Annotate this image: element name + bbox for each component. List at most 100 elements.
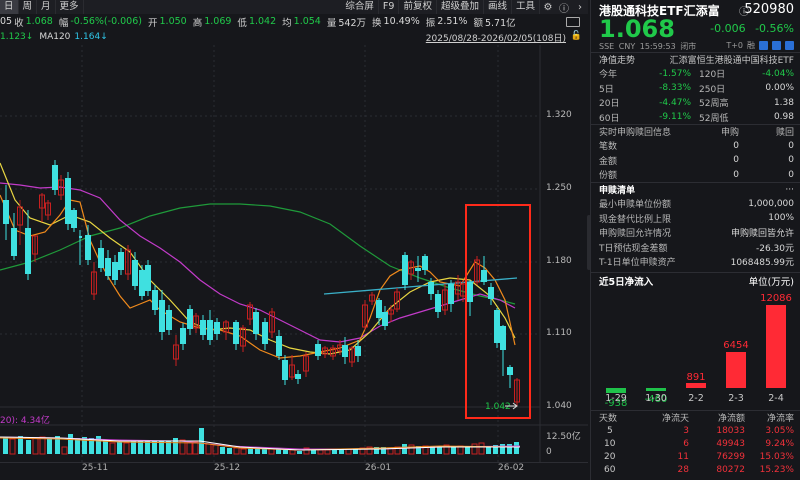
fund-name: 港股通科技ETF汇添富	[599, 4, 720, 18]
date-axis	[0, 462, 588, 480]
gear-icon[interactable]: ⚙	[543, 1, 553, 13]
price-axis-label: 1.180	[546, 256, 572, 266]
f9-button[interactable]: F9	[379, 0, 400, 14]
days-cell: 10	[604, 438, 616, 449]
nav-row: 今年 -1.57% 120日 -4.04%	[591, 67, 800, 82]
redeem-value: 0	[788, 169, 794, 180]
pcf-value: 1,000,000	[748, 198, 794, 209]
more-button[interactable]: ···	[785, 184, 794, 195]
chevron-right-icon[interactable]: ›	[578, 1, 582, 13]
volume-value: 542万	[338, 17, 367, 29]
flow-divider	[591, 272, 800, 273]
nav-period-label: 52周高	[699, 99, 729, 110]
nav-period-label: 20日	[599, 99, 620, 110]
low-value: 1.042	[248, 16, 277, 27]
table-row: 60 28 80272 15.23%	[591, 463, 800, 476]
flow-table-header: 天数 净流天 净流额 净流率	[591, 411, 800, 424]
tab-day[interactable]: 日	[0, 0, 19, 14]
composite-screen-button[interactable]: 综合屏	[341, 0, 379, 14]
nav-period-value: 1.38	[773, 97, 794, 108]
alert-icon[interactable]	[772, 41, 781, 50]
nav-fund-fullname: 汇添富恒生港股通中国科技ETF	[669, 56, 794, 67]
nav-period-value: -9.11%	[659, 112, 691, 123]
open-value: 1.050	[159, 16, 187, 27]
pcf-row: 现金替代比例上限 100%	[591, 211, 800, 226]
high-label: 高	[192, 17, 203, 29]
info-prefix: 05	[0, 16, 13, 27]
nav-row: 20日 -4.47% 52周高 1.38	[591, 96, 800, 111]
help-icon[interactable]: ⓘ	[559, 3, 569, 15]
ma120-arrow: ↓	[100, 32, 108, 42]
flow-value: -460	[645, 394, 668, 405]
realtime-row: 笔数 0 0	[591, 139, 800, 154]
inflow-amount-cell: 49943	[716, 438, 745, 449]
pcf-row: T-1日单位申赎资产 1068485.99元	[591, 255, 800, 270]
date-tick: 25-12	[214, 463, 241, 473]
price-axis-label: 1.320	[546, 110, 572, 120]
inflow-days-cell: 28	[677, 464, 689, 475]
low-label: 低	[237, 17, 247, 29]
realtime-row-label: 份额	[599, 171, 618, 182]
nav-period-value: -4.04%	[762, 68, 794, 79]
t-plus-label: T+0	[726, 41, 743, 50]
price-axis-label: 1.040	[546, 401, 572, 411]
column-header: 净流额	[717, 414, 745, 424]
column-header: 净流率	[766, 414, 794, 424]
change-amount: -0.006	[710, 22, 746, 35]
date-tick: 26-01	[365, 463, 392, 473]
draw-line-button[interactable]: 画线	[484, 0, 512, 14]
add-icon[interactable]	[785, 41, 794, 50]
pcf-value: 100%	[768, 213, 794, 224]
highlight-box	[465, 204, 531, 419]
inflow-amount-cell: 76299	[716, 451, 745, 462]
candlestick-chart[interactable]: 1.042	[0, 45, 588, 463]
turnover-value: 10.49%	[383, 16, 420, 27]
redeem-value: 0	[788, 155, 794, 166]
net-inflow-unit: 单位(万元)	[748, 277, 794, 288]
realtime-row: 金额 0 0	[591, 153, 800, 168]
tab-more[interactable]: 更多	[56, 0, 84, 14]
volume-axis-max: 12.50亿	[546, 432, 581, 442]
inflow-amount-cell: 18033	[716, 425, 745, 436]
date-tick: 26-02	[498, 463, 525, 473]
pcf-title: 申赎清单	[599, 186, 636, 197]
chart-pane: 日 周 月 更多 综合屏 F9 前复权 超级叠加 画线 工具 ⚙ ⓘ › 05 …	[0, 0, 591, 480]
amplitude-value: 2.51%	[437, 16, 468, 27]
tab-month[interactable]: 月	[37, 0, 56, 14]
panel-collapse-handle[interactable]	[587, 215, 591, 270]
realtime-title: 实时申购赎回信息	[599, 128, 672, 139]
flow-value: -938	[605, 398, 628, 409]
pcf-key: T-1日单位申赎资产	[599, 258, 676, 269]
edit-icon[interactable]	[759, 41, 768, 50]
tab-week[interactable]: 周	[19, 0, 38, 14]
info-icon[interactable]: ⓘ	[739, 7, 749, 18]
flow-date: 1-29	[605, 393, 627, 404]
margin-label: 融	[747, 41, 755, 50]
realtime-row-label: 金额	[599, 156, 618, 167]
nav-period-label: 5日	[599, 84, 614, 95]
avg-label: 均	[282, 17, 292, 29]
pcf-row: T日预估现金差额 -26.30元	[591, 240, 800, 255]
days-cell: 5	[607, 425, 613, 436]
column-header: 天数	[599, 414, 618, 424]
lock-icon[interactable]: 🔓	[570, 31, 582, 41]
flow-date: 2-4	[768, 393, 784, 404]
subscribe-value: 0	[733, 169, 739, 180]
tools-button[interactable]: 工具	[512, 0, 540, 14]
pcf-section: 申赎清单 ··· 最小申赎单位份额 1,000,000 现金替代比例上限 100% …	[591, 182, 800, 269]
pcf-value: -26.30元	[755, 243, 794, 254]
monitor-icon[interactable]	[566, 17, 580, 27]
volume-axis-zero: 0	[546, 447, 552, 457]
realtime-subscription-section: 实时申购赎回信息 申购 赎回 笔数 0 0 金额 0 0 份额 0 0	[591, 124, 800, 182]
nav-row: 60日 -9.11% 52周低 0.98	[591, 110, 800, 125]
date-range-selector[interactable]: 2025/08/28-2026/02/05(108日)	[425, 34, 566, 44]
flow-date: 2-3	[728, 393, 744, 404]
ma120-value: 1.164	[74, 32, 101, 42]
pcf-value: 1068485.99元	[730, 258, 794, 269]
inflow-days-cell: 11	[677, 451, 689, 462]
forward-adjust-button[interactable]: 前复权	[399, 0, 437, 14]
redeem-value: 0	[788, 140, 794, 151]
ma-prev-arrow: ↓	[25, 32, 34, 42]
nav-section: 净值走势 汇添富恒生港股通中国科技ETF 今年 -1.57% 120日 -4.04% …	[591, 52, 800, 125]
super-overlay-button[interactable]: 超级叠加	[437, 0, 484, 14]
